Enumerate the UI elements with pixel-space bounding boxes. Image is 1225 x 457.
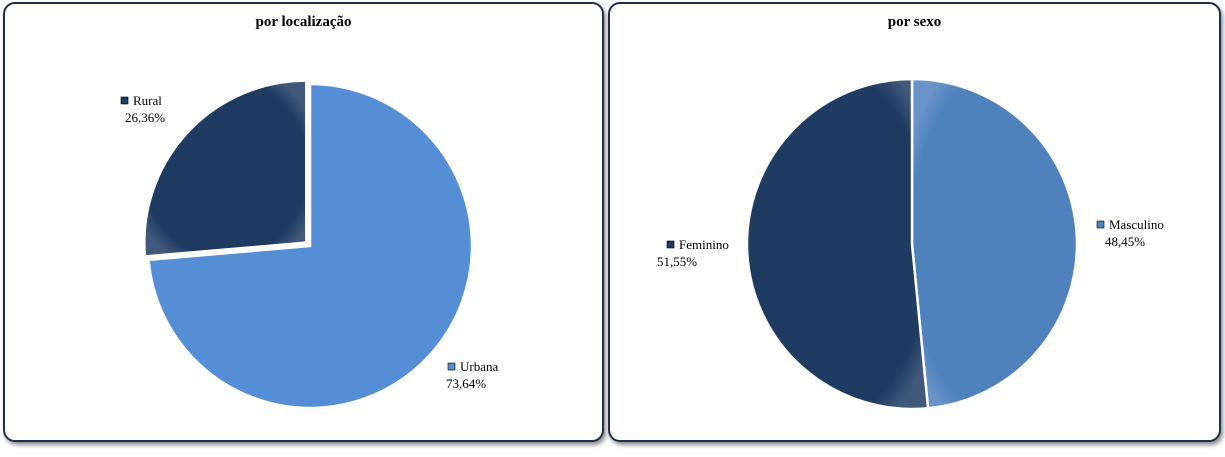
slice-value-feminino: 51,55%	[657, 254, 697, 269]
legend-key-feminino	[666, 240, 675, 249]
slice-value-masculino: 48,45%	[1105, 234, 1145, 249]
slice-label-urbana: Urbana	[460, 359, 498, 374]
pie-chart-localizacao: Urbana 73,64% Rural 26,36%	[120, 79, 498, 410]
slice-label-feminino: Feminino	[679, 237, 729, 252]
pie-slice-masculino	[910, 77, 1079, 410]
legend-key-rural	[120, 96, 129, 105]
legend-key-masculino	[1096, 220, 1105, 229]
chart-title: por localização	[255, 14, 352, 30]
pie-slice-feminino	[745, 77, 930, 411]
legend-key-urbana	[447, 362, 456, 371]
slice-value-urbana: 73,64%	[446, 376, 486, 391]
slice-label-rural: Rural	[133, 93, 162, 108]
slice-value-rural: 26,36%	[125, 110, 165, 125]
chart-panel-sexo: por sexo Masculino 48,45% Feminino 51,55%	[608, 2, 1221, 442]
pie-slice-rural	[143, 79, 308, 258]
pie-chart-sexo: Masculino 48,45% Feminino 51,55%	[657, 77, 1164, 411]
pie-slice-urbana	[147, 82, 474, 410]
chart-panel-localizacao: por localização Urbana 73,64% Rural 26,36%	[3, 2, 604, 442]
chart-title: por sexo	[887, 14, 942, 30]
slice-label-masculino: Masculino	[1109, 217, 1164, 232]
